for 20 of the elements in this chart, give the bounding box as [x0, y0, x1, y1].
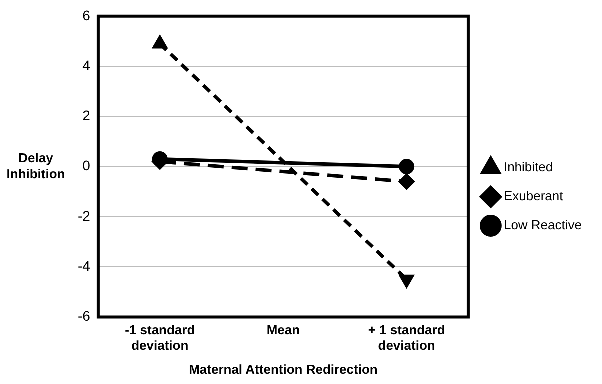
- x-tick-label: Mean: [266, 322, 300, 338]
- y-tick-label: 4: [82, 57, 91, 74]
- point: [400, 274, 414, 288]
- point: [153, 36, 168, 49]
- point: [152, 152, 168, 168]
- x-tick-label: -1 standard deviation: [125, 322, 196, 354]
- x-tick-label: + 1 standard deviation: [368, 322, 446, 354]
- point: [399, 159, 415, 175]
- y-tick-label: 6: [82, 7, 91, 24]
- y-tick-label: -2: [78, 208, 91, 224]
- y-tick-label: -4: [78, 258, 91, 274]
- legend-label: Exuberant: [504, 188, 564, 204]
- y-axis-title: Delay Inhibition: [6, 150, 66, 182]
- y-tick-label: 2: [82, 108, 91, 124]
- y-tick-label: -6: [78, 308, 91, 324]
- y-tick-label: 0: [82, 158, 91, 174]
- legend-label: Inhibited: [504, 160, 554, 175]
- legend-label: Low Reactive: [504, 218, 582, 233]
- x-axis-title: Maternal Attention Redirection: [189, 362, 378, 377]
- point: [399, 174, 415, 190]
